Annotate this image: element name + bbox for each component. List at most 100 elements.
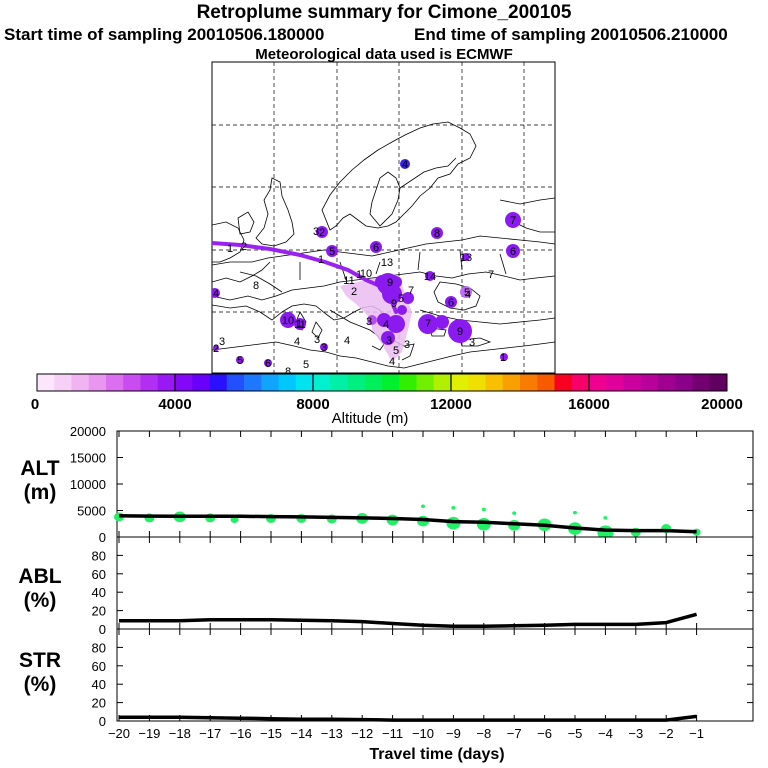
meteorological-data-label: Meteorological data used is ECMWF: [255, 46, 513, 63]
map-label: 6: [510, 246, 516, 258]
x-tick-label: −4: [598, 726, 613, 741]
x-axis-label: Travel time (days): [369, 746, 504, 763]
colorbar-cell: [399, 374, 417, 391]
colorbar-cell: [175, 374, 193, 391]
map-label: 5: [398, 293, 404, 305]
plume-circles: [212, 159, 521, 367]
altitude-cluster-point: [512, 511, 517, 515]
abl-label-line2: (%): [23, 589, 57, 612]
start-time-label: Start time of sampling 20010506.180000: [4, 25, 325, 44]
colorbar-cell: [675, 374, 693, 391]
map-label: 13: [460, 252, 472, 264]
abl-panel-label: ABL (%): [5, 565, 75, 613]
y-tick-label: 40: [92, 677, 106, 692]
colorbar-cell: [468, 374, 486, 391]
str-label-line1: STR: [19, 649, 61, 672]
map-label: 7: [425, 318, 431, 330]
map-label: 7: [488, 269, 494, 281]
x-tick-label: −20: [108, 726, 130, 741]
panel-frame: [116, 628, 754, 722]
y-tick-label: 40: [92, 585, 106, 600]
map-label: 9: [457, 326, 463, 338]
map-label: 5: [303, 359, 309, 371]
map-label: 10: [360, 268, 372, 280]
colorbar-cell: [658, 374, 676, 391]
x-tick-label: −6: [537, 726, 552, 741]
x-tick-label: −12: [351, 726, 373, 741]
x-tick-label: −8: [476, 726, 491, 741]
y-tick-label: 15000: [70, 451, 106, 466]
map-label: 3: [469, 337, 475, 349]
y-tick-label: 0: [99, 714, 106, 729]
map-label: 9: [391, 298, 397, 310]
altitude-cluster-point: [476, 517, 491, 531]
colorbar-tick-label: 12000: [430, 396, 472, 412]
x-tick-label: −7: [507, 726, 522, 741]
x-tick-label: −18: [169, 726, 191, 741]
colorbar-cell: [433, 374, 452, 391]
map-label: 5: [329, 246, 335, 258]
x-tick-label: −13: [321, 726, 343, 741]
abl-label-line1: ABL: [18, 565, 62, 588]
map-label: 14: [424, 271, 436, 283]
colorbar-cell: [623, 374, 642, 391]
colorbar-cell: [244, 374, 262, 391]
str-label-line2: (%): [23, 673, 57, 696]
colorbar-axis-label: Altitude (m): [332, 410, 409, 427]
x-tick-label: −9: [446, 726, 461, 741]
y-tick-label: 20: [92, 696, 106, 711]
colorbar-cell: [537, 374, 555, 391]
x-tick-label: −3: [628, 726, 643, 741]
colorbar-cell: [485, 374, 504, 391]
x-tick-label: −16: [230, 726, 252, 741]
x-tick-label: −11: [382, 726, 403, 741]
map-label: 6: [265, 358, 271, 370]
altitude-cluster-point: [573, 510, 577, 515]
colorbar-cell: [278, 374, 297, 391]
map-label: 4: [389, 356, 395, 368]
colorbar-cell: [37, 374, 55, 391]
colorbar-cell: [71, 374, 90, 391]
colorbar-tick-label: 16000: [568, 396, 610, 412]
colorbar-cell: [640, 374, 659, 391]
map-label: 4: [465, 289, 471, 301]
alt-panel-label: ALT (m): [5, 457, 75, 505]
y-tick-label: 60: [92, 659, 106, 674]
colorbar-cell: [313, 374, 331, 391]
colorbar-cell: [364, 374, 383, 391]
map-label: 10: [282, 315, 294, 327]
colorbar-cell: [88, 374, 107, 391]
map-label: 11: [294, 319, 305, 331]
colorbar-cell: [589, 374, 607, 391]
map-label: 8: [253, 280, 259, 292]
x-tick-label: −2: [659, 726, 674, 741]
x-tick-label: −10: [412, 726, 434, 741]
map-label: 1: [500, 352, 506, 364]
altitude-colorbar: 0 4000 8000 12000 16000 20000: [31, 373, 743, 412]
str-series-line: [119, 714, 697, 722]
map-label: 1: [296, 318, 302, 330]
coastlines: [212, 121, 555, 369]
panel-alt: 0 5000 10000 15000 20000: [70, 424, 754, 545]
map-label: 3: [313, 226, 319, 238]
colorbar-cell: [209, 374, 228, 391]
colorbar-cell: [347, 374, 366, 391]
colorbar-cell: [192, 374, 210, 391]
figure-title: Retroplume summary for Cimone_200105: [196, 2, 572, 23]
colorbar-axis-label-svg: Altitude (m): [332, 410, 409, 427]
y-tick-label: 10000: [70, 477, 106, 492]
colorbar-cell: [157, 374, 176, 391]
map-label: 5: [464, 287, 470, 299]
map-label: 2: [351, 286, 357, 298]
colorbar-cell: [140, 374, 159, 391]
colorbar-cell: [709, 374, 728, 391]
map-label: 4: [213, 288, 219, 300]
map-label: 3: [219, 336, 225, 348]
colorbar-cell: [295, 374, 314, 391]
map-label: 8: [434, 228, 440, 240]
map-label: 3: [314, 334, 320, 346]
